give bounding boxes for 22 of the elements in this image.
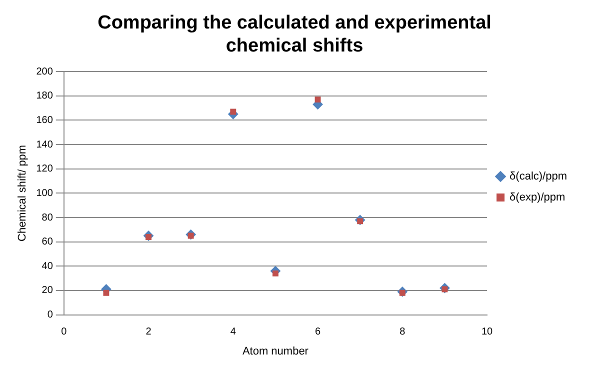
- legend-label: δ(exp)/ppm: [510, 192, 566, 204]
- y-tick-label: 120: [36, 164, 54, 175]
- chart-title: Comparing the calculated and experimental chemical shifts: [98, 12, 492, 56]
- y-tick-label: 180: [36, 90, 54, 102]
- y-tick-label: 200: [36, 66, 54, 78]
- x-tick-label: 0: [61, 326, 68, 338]
- x-tick-label: 6: [314, 326, 321, 338]
- legend-label: δ(calc)/ppm: [510, 170, 568, 183]
- y-tick-label: 160: [36, 114, 54, 126]
- x-tick-label: 2: [146, 326, 152, 338]
- y-tick-label: 80: [42, 212, 54, 224]
- y-axis-title: Chemical shift/ ppm: [16, 144, 29, 242]
- y-tick-label: 100: [36, 188, 54, 199]
- x-axis-title: Atom number: [242, 345, 309, 358]
- x-tick-label: 8: [400, 326, 406, 338]
- x-tick-label: 4: [230, 326, 236, 338]
- y-tick-label: 60: [42, 236, 54, 248]
- y-tick-label: 140: [36, 139, 54, 150]
- y-tick-label: 0: [47, 310, 54, 321]
- y-tick-label: 40: [42, 260, 54, 272]
- x-tick-label: 10: [481, 326, 494, 338]
- y-tick-label: 20: [42, 285, 54, 296]
